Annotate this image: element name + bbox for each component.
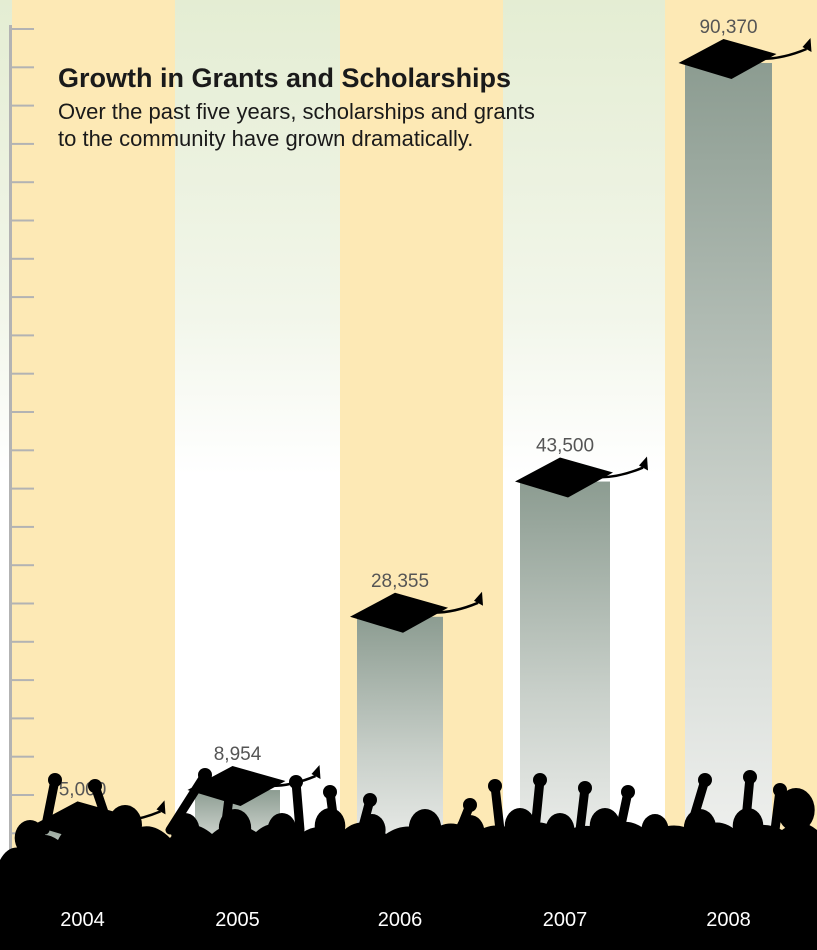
raised-arm <box>40 775 60 835</box>
y-axis-tick <box>12 487 34 490</box>
raised-arm <box>685 775 710 835</box>
x-tick-labels: 2004 2005 2006 2007 2008 <box>60 909 751 931</box>
chart-subtitle: Over the past five years, scholarships a… <box>58 99 535 151</box>
y-axis-tick <box>12 28 34 30</box>
crowd-head <box>408 809 442 847</box>
chart-title: Growth in Grants and Scholarships <box>58 63 512 93</box>
raised-arm <box>575 783 590 835</box>
raised-arm <box>165 770 210 835</box>
y-axis-tick <box>12 104 34 107</box>
raised-arm <box>291 777 305 835</box>
crowd-head <box>589 808 621 844</box>
value-label-2008: 90,370 <box>699 17 757 38</box>
y-axis-tick <box>12 372 34 375</box>
raised-arm <box>530 775 545 835</box>
crowd-head <box>641 814 669 846</box>
crowd-head <box>545 813 575 847</box>
y-axis-line <box>9 25 12 875</box>
value-label-2005: 8,954 <box>214 744 262 765</box>
raised-arm <box>490 781 505 835</box>
graduation-cap-icon <box>515 456 648 498</box>
raised-hand <box>621 785 635 799</box>
x-tick-label-2005: 2005 <box>215 909 260 931</box>
y-axis-tick <box>12 334 34 337</box>
raised-arm <box>90 781 115 835</box>
raised-hand <box>578 781 592 795</box>
crowd-head <box>777 788 815 832</box>
y-axis-tick <box>12 219 34 222</box>
graduation-cap-icon <box>678 38 812 79</box>
raised-arm <box>740 772 755 835</box>
raised-hand <box>743 770 757 784</box>
x-tick-label-2008: 2008 <box>706 909 751 931</box>
raised-hand <box>533 773 547 787</box>
x-tick-label-2006: 2006 <box>378 909 423 931</box>
value-label-2006: 28,355 <box>371 571 429 592</box>
y-axis-tick <box>12 679 34 682</box>
crowd-head <box>504 808 536 844</box>
raised-hand <box>88 779 102 793</box>
crowd-head <box>65 811 95 845</box>
raised-hand <box>289 775 303 789</box>
crowd-head <box>108 805 142 845</box>
y-axis-tick <box>12 257 34 260</box>
raised-hand <box>773 783 787 797</box>
y-axis-tick <box>12 794 34 796</box>
graduation-cap-icon <box>350 591 483 633</box>
crowd-head <box>14 820 46 856</box>
x-tick-label-2007: 2007 <box>543 909 588 931</box>
y-axis-tick <box>12 717 34 720</box>
raised-hand <box>463 798 477 812</box>
value-label-2007: 43,500 <box>536 436 594 457</box>
y-axis <box>9 25 34 875</box>
raised-hand <box>48 773 62 787</box>
y-axis-tick <box>12 525 34 528</box>
y-axis-tick <box>12 411 34 413</box>
y-axis-tick <box>12 602 34 605</box>
y-axis-tick <box>12 640 34 643</box>
y-axis-tick <box>12 564 34 567</box>
crowd-bodies <box>0 821 817 950</box>
raised-hand <box>323 785 337 799</box>
raised-hand <box>223 783 237 797</box>
y-axis-tick <box>12 296 34 299</box>
y-axis-tick <box>12 449 34 452</box>
crowd-silhouette <box>0 768 817 950</box>
x-tick-label-2004: 2004 <box>60 909 105 931</box>
y-axis-tick <box>12 66 34 69</box>
raised-hand <box>488 779 502 793</box>
y-axis-tick <box>12 181 34 184</box>
raised-hand <box>698 773 712 787</box>
graduation-cap-icon <box>187 765 321 807</box>
bar-2008 <box>685 63 772 870</box>
y-axis-tick <box>12 142 34 145</box>
y-axis-tick <box>12 755 34 758</box>
title-block: Growth in Grants and Scholarships Over t… <box>58 62 618 152</box>
raised-hand <box>363 793 377 807</box>
raised-hand <box>198 768 212 782</box>
crowd-head <box>267 813 297 847</box>
